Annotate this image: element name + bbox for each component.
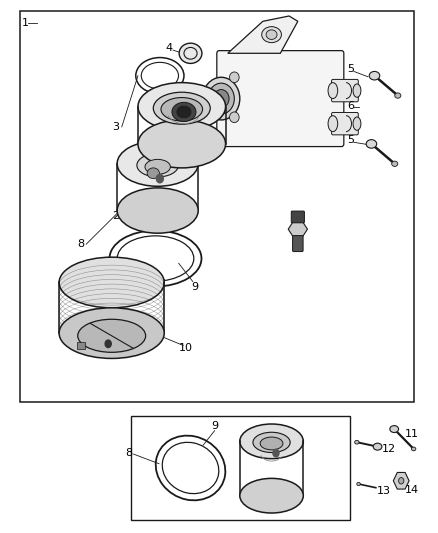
Ellipse shape xyxy=(253,432,290,453)
Ellipse shape xyxy=(355,440,359,444)
FancyBboxPatch shape xyxy=(217,51,344,147)
Ellipse shape xyxy=(390,425,399,433)
Ellipse shape xyxy=(353,84,361,98)
Text: 5: 5 xyxy=(347,64,354,74)
Ellipse shape xyxy=(145,159,170,174)
Ellipse shape xyxy=(59,308,164,358)
Ellipse shape xyxy=(230,112,239,123)
Ellipse shape xyxy=(366,140,377,148)
Ellipse shape xyxy=(137,154,179,177)
Ellipse shape xyxy=(78,319,145,352)
Ellipse shape xyxy=(357,482,360,486)
Text: 7: 7 xyxy=(294,226,301,236)
Text: 9: 9 xyxy=(191,282,198,292)
Ellipse shape xyxy=(208,83,234,114)
Text: 11: 11 xyxy=(405,430,419,439)
Ellipse shape xyxy=(59,257,164,308)
Ellipse shape xyxy=(147,168,159,179)
FancyBboxPatch shape xyxy=(291,211,304,223)
Ellipse shape xyxy=(373,443,382,450)
Text: 8: 8 xyxy=(78,239,85,249)
Text: 5: 5 xyxy=(347,135,354,145)
Text: 14: 14 xyxy=(405,486,419,495)
Ellipse shape xyxy=(261,27,281,43)
Text: 3: 3 xyxy=(113,122,120,132)
Ellipse shape xyxy=(161,98,202,121)
Ellipse shape xyxy=(138,83,226,131)
Circle shape xyxy=(105,340,111,348)
Text: 6: 6 xyxy=(347,101,354,110)
Text: 2: 2 xyxy=(113,211,120,221)
Bar xyxy=(20,11,414,402)
Ellipse shape xyxy=(138,120,226,168)
Text: 1: 1 xyxy=(21,18,28,28)
Polygon shape xyxy=(228,16,298,53)
Ellipse shape xyxy=(328,116,338,132)
Circle shape xyxy=(156,174,163,183)
Text: 12: 12 xyxy=(382,444,396,454)
Ellipse shape xyxy=(202,77,240,120)
FancyBboxPatch shape xyxy=(332,112,358,135)
Ellipse shape xyxy=(392,161,398,166)
Text: 4: 4 xyxy=(165,43,172,53)
FancyBboxPatch shape xyxy=(293,236,303,252)
Ellipse shape xyxy=(153,92,210,124)
Text: 8: 8 xyxy=(126,448,133,458)
Ellipse shape xyxy=(328,83,338,99)
Ellipse shape xyxy=(395,93,401,98)
Bar xyxy=(131,416,350,520)
Bar xyxy=(77,342,85,349)
Ellipse shape xyxy=(353,117,361,131)
Ellipse shape xyxy=(240,479,303,513)
Ellipse shape xyxy=(399,478,404,484)
Polygon shape xyxy=(393,472,409,489)
Ellipse shape xyxy=(266,30,277,39)
Circle shape xyxy=(273,449,279,457)
FancyBboxPatch shape xyxy=(332,79,358,102)
Ellipse shape xyxy=(369,71,380,80)
Ellipse shape xyxy=(230,72,239,83)
Ellipse shape xyxy=(411,447,416,451)
Ellipse shape xyxy=(260,437,283,450)
Ellipse shape xyxy=(177,106,191,118)
Text: 9: 9 xyxy=(211,422,218,431)
Text: 13: 13 xyxy=(377,487,391,496)
Ellipse shape xyxy=(117,188,198,233)
Ellipse shape xyxy=(240,424,303,458)
Ellipse shape xyxy=(117,141,198,186)
Ellipse shape xyxy=(179,43,202,63)
Ellipse shape xyxy=(213,90,229,108)
Polygon shape xyxy=(288,222,307,237)
Ellipse shape xyxy=(172,102,196,122)
Text: 10: 10 xyxy=(179,343,193,353)
